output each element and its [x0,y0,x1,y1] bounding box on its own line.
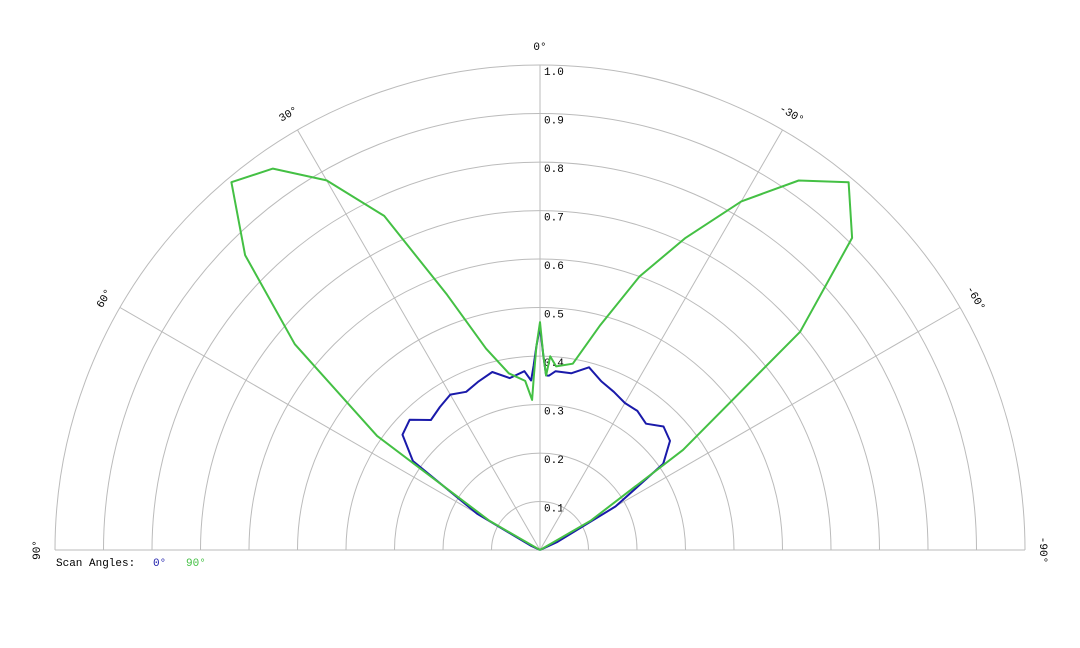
angle-label: -30° [777,103,806,127]
legend-entry: 90° [186,558,206,570]
series-line [230,167,854,551]
r-tick-label: 0.6 [544,261,564,273]
angle-label: 30° [277,105,300,125]
r-tick-label: 0.1 [544,503,564,515]
r-tick-label: 0.3 [544,406,564,418]
r-tick-label: 0.5 [544,309,564,321]
r-tick-label: 0.8 [544,164,564,176]
r-tick-label: 0.2 [544,455,564,467]
grid-spoke [539,129,783,551]
angle-label: -90° [1036,537,1048,563]
angle-label: -60° [963,285,987,314]
angle-label: 60° [95,287,115,310]
angle-label: 90° [32,540,44,560]
series-line [401,325,671,551]
legend-title: Scan Angles: [56,558,135,570]
grid-spoke [119,307,541,551]
angle-label: 0° [533,42,546,54]
r-tick-label: 1.0 [544,67,564,79]
legend-entry: 0° [153,558,166,570]
legend: Scan Angles: 0° 90° [56,558,206,570]
grid-spoke [297,129,541,551]
r-tick-label: 0.7 [544,212,564,224]
r-tick-label: 0.9 [544,115,564,127]
